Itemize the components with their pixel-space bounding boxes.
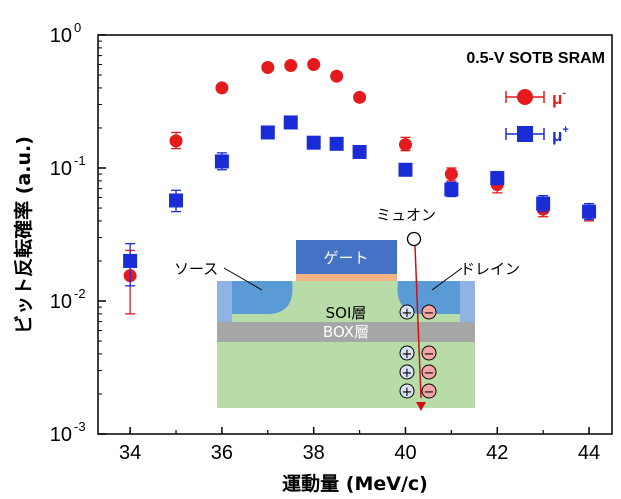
y-tick-base: 10 [50, 25, 72, 47]
source-pointer [223, 267, 263, 291]
soi-label: SOI層 [326, 304, 367, 322]
data-point-mu-plus [123, 253, 138, 268]
electron-charge [421, 345, 437, 361]
electron-charge [421, 364, 437, 380]
electron-sign: − [424, 347, 435, 362]
drain-pointer [431, 267, 463, 291]
y-axis-title: ビット反転確率 (a.u.) [12, 136, 35, 334]
box-label: BOX層 [323, 323, 369, 341]
legend: μ- μ+ [505, 87, 569, 145]
data-point-mu-plus [260, 125, 275, 140]
data-point-mu-minus [398, 138, 412, 152]
y-tick-base: 10 [50, 158, 72, 180]
data-point-mu-minus [215, 81, 229, 95]
data-point-mu-plus [306, 135, 321, 150]
legend-label-mu-minus-base: μ [552, 89, 562, 108]
data-point-mu-minus [261, 60, 275, 74]
plot-frame [97, 34, 613, 435]
data-point-mu-plus [490, 171, 505, 186]
hole-charge [399, 304, 415, 320]
transistor-inset: ゲート SOI層 BOX層 ソース ドレイン ミュオン + − + − + − [174, 206, 520, 411]
data-point-mu-minus [307, 58, 321, 72]
x-tick-label: 38 [303, 442, 325, 464]
muon-track-arrowhead [416, 402, 426, 411]
y-tick-exponent: -3 [74, 419, 86, 434]
hole-sign: + [402, 385, 413, 400]
data-point-mu-plus [214, 154, 229, 169]
x-tick-label: 42 [486, 442, 508, 464]
electron-sign: − [424, 385, 435, 400]
charge-pair-3: + − [399, 364, 437, 381]
data-marks [123, 58, 597, 315]
muon-circle [406, 231, 422, 247]
data-point-mu-plus [444, 182, 459, 197]
y-tick-base: 10 [50, 424, 72, 446]
data-point-mu-plus [582, 204, 597, 219]
x-axis-title: 運動量 (MeV/c) [282, 473, 428, 495]
electron-charge [421, 383, 437, 399]
data-point-mu-plus [352, 144, 367, 159]
legend-label-mu-plus: μ+ [552, 124, 569, 145]
y-tick-label: 10 -1 [50, 153, 86, 180]
x-tick-label: 34 [119, 442, 141, 464]
hole-sign: + [402, 306, 413, 321]
source-region [217, 281, 293, 314]
legend-marker-mu-minus [517, 89, 533, 105]
x-tick-label: 44 [578, 442, 600, 464]
hole-charge [399, 345, 415, 361]
gate-oxide [296, 274, 397, 281]
drain-label: ドレイン [460, 260, 520, 278]
data-point-mu-plus [329, 136, 344, 151]
data-point-mu-plus [283, 115, 298, 130]
chart-title: 0.5-V SOTB SRAM [466, 50, 605, 67]
y-tick-base: 10 [50, 291, 72, 313]
hole-sign: + [402, 347, 413, 362]
hole-sign: + [402, 366, 413, 381]
legend-label-mu-minus: μ- [552, 87, 566, 108]
data-point-mu-minus [330, 69, 344, 83]
data-point-mu-plus [169, 193, 184, 208]
legend-label-mu-plus-base: μ [552, 126, 562, 145]
data-point-mu-minus [284, 58, 298, 72]
muon-label: ミュオン [376, 206, 436, 224]
y-tick-exponent: -1 [74, 153, 86, 168]
y-tick-exponent: -2 [74, 286, 86, 301]
charge-pair-4: + − [399, 383, 437, 400]
legend-item-mu-minus: μ- [505, 87, 566, 108]
data-point-mu-plus [398, 162, 413, 177]
y-tick-exponent: 0 [74, 20, 81, 35]
y-tick-label: 10 -2 [50, 286, 86, 313]
series-mu-plus [123, 115, 597, 287]
electron-sign: − [424, 306, 435, 321]
y-tick-label: 10 0 [50, 20, 81, 47]
data-point-mu-minus [169, 134, 183, 148]
gate-block [296, 240, 397, 274]
electron-sign: − [424, 366, 435, 381]
hole-charge [399, 383, 415, 399]
data-point-mu-minus [353, 90, 367, 104]
electron-charge [421, 304, 437, 320]
muon-track [414, 245, 422, 399]
x-tick-label: 40 [394, 442, 416, 464]
charge-pair-1: + − [399, 304, 437, 321]
data-point-mu-plus [536, 196, 551, 211]
legend-label-mu-minus-sup: - [562, 87, 566, 99]
legend-item-mu-plus: μ+ [505, 124, 569, 145]
box-layer [217, 322, 475, 342]
hole-charge [399, 364, 415, 380]
y-tick-label: 10 -3 [50, 419, 86, 446]
gate-label: ゲート [323, 249, 368, 267]
charge-pair-2: + − [399, 345, 437, 362]
source-contact [217, 281, 232, 322]
source-label: ソース [174, 260, 218, 278]
x-tick-label: 36 [211, 442, 233, 464]
legend-marker-mu-plus [517, 126, 533, 142]
drain-contact [460, 281, 475, 322]
x-axis: 34 36 38 40 42 44 [119, 427, 600, 464]
data-point-mu-minus [444, 167, 458, 181]
legend-label-mu-plus-sup: + [562, 124, 568, 136]
